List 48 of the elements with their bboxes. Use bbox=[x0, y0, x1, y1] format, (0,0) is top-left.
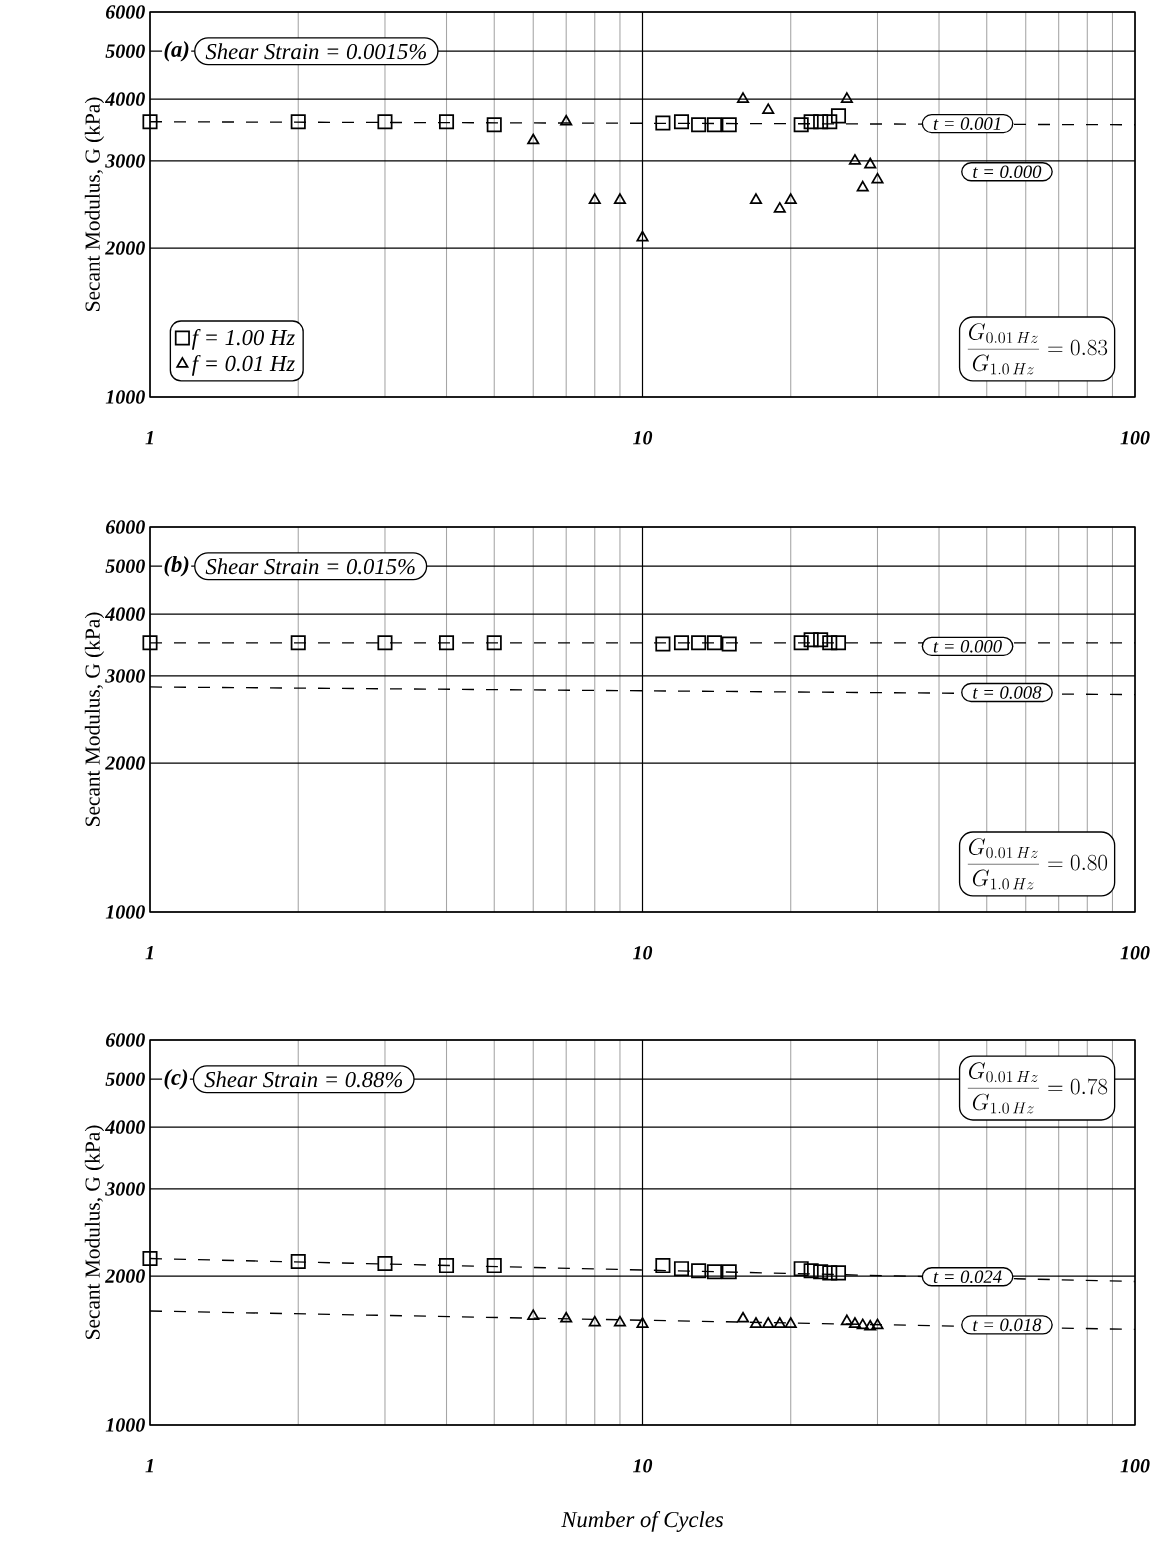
y-tick-label: 6000 bbox=[105, 5, 145, 19]
annotation: t = 0.018 bbox=[973, 1318, 1042, 1332]
annotation: t = 0.001 bbox=[933, 117, 1001, 130]
text: (a) bbox=[164, 40, 189, 62]
text: Shear Strain = 0.88% bbox=[204, 1071, 402, 1088]
y-axis-title: Secant Modulus, G (kPa) bbox=[84, 612, 105, 826]
x-tick-label: 10 bbox=[632, 946, 653, 960]
y-tick-label: 3000 bbox=[105, 1182, 145, 1196]
y-tick-label: 5000 bbox=[105, 559, 145, 573]
y-tick-label: 6000 bbox=[105, 520, 145, 534]
y-tick-label: 1000 bbox=[105, 390, 145, 404]
x-tick-label: 1 bbox=[145, 946, 153, 960]
y-axis-title: Secant Modulus, G (kPa) bbox=[84, 97, 105, 311]
x-tick-label: 100 bbox=[1120, 946, 1150, 960]
x-axis-title: Number of Cycles bbox=[561, 1511, 724, 1532]
x-tick-label: 10 bbox=[632, 431, 653, 445]
y-axis-title: Secant Modulus, G (kPa) bbox=[84, 1125, 105, 1339]
x-tick-label: 1 bbox=[145, 1459, 153, 1473]
y-tick-label: 4000 bbox=[104, 607, 145, 621]
annotation: $\frac{G_{0.01\,Hz}}{G_{1.0\,Hz}} = 0.78$ bbox=[967, 1062, 1108, 1114]
x-tick-label: 100 bbox=[1120, 1459, 1150, 1473]
y-tick-label: 4000 bbox=[104, 92, 145, 106]
text: Shear Strain = 0.0015% bbox=[205, 43, 426, 60]
annotation: t = 0.008 bbox=[973, 686, 1042, 699]
text: Shear Strain = 0.015% bbox=[205, 558, 415, 575]
text: (b) bbox=[164, 555, 189, 577]
y-tick-label: 6000 bbox=[105, 1033, 145, 1047]
y-tick-label: 2000 bbox=[105, 241, 145, 255]
annotation: $\frac{G_{0.01\,Hz}}{G_{1.0\,Hz}} = 0.83$ bbox=[967, 323, 1108, 375]
annotation: t = 0.024 bbox=[933, 1270, 1002, 1284]
y-tick-label: 2000 bbox=[105, 756, 145, 770]
legend-label: f = 0.01 Hz bbox=[191, 354, 295, 376]
y-tick-label: 4000 bbox=[104, 1120, 145, 1134]
y-tick-label: 2000 bbox=[105, 1269, 145, 1283]
text: (c) bbox=[164, 1068, 188, 1090]
x-tick-label: 100 bbox=[1120, 431, 1150, 445]
y-tick-label: 5000 bbox=[105, 1072, 145, 1086]
annotation: t = 0.000 bbox=[933, 639, 1002, 653]
legend-label: f = 1.00 Hz bbox=[191, 329, 295, 350]
x-tick-label: 10 bbox=[632, 1459, 653, 1473]
y-tick-label: 1000 bbox=[105, 905, 145, 919]
annotation: t = 0.000 bbox=[973, 165, 1042, 179]
y-tick-label: 3000 bbox=[105, 669, 145, 683]
annotation: $\frac{G_{0.01\,Hz}}{G_{1.0\,Hz}} = 0.80$ bbox=[967, 838, 1108, 890]
y-tick-label: 3000 bbox=[105, 154, 145, 168]
y-tick-label: 5000 bbox=[105, 44, 145, 58]
y-tick-label: 1000 bbox=[105, 1418, 145, 1432]
x-tick-label: 1 bbox=[145, 431, 153, 445]
